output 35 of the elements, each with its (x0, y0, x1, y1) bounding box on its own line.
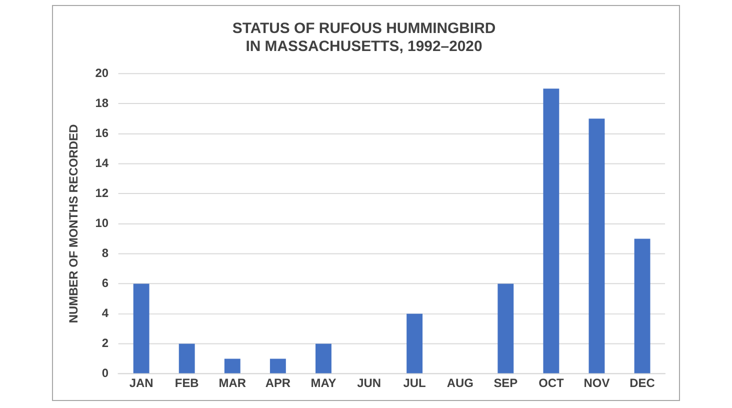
y-tick-label: 4 (102, 306, 109, 320)
y-tick-label: 18 (95, 96, 109, 110)
x-tick-label: DEC (630, 376, 656, 390)
chart-title: STATUS OF RUFOUS HUMMINGBIRD IN MASSACHUSETTS, 1992–2020 (232, 20, 496, 55)
y-tick-label: 20 (95, 66, 109, 80)
bar (316, 344, 332, 374)
x-tick-label: JAN (129, 376, 154, 390)
bar (634, 238, 650, 374)
bar (224, 358, 240, 374)
x-tick-label: JUN (357, 376, 381, 390)
bar (406, 314, 423, 374)
x-tick-label: MAY (310, 376, 336, 390)
y-axis-title: NUMBER OF MONTHS RECORDED (66, 124, 80, 324)
bar (270, 358, 286, 374)
bar (543, 88, 560, 374)
y-tick-label: 8 (102, 246, 109, 260)
bar (133, 284, 150, 374)
x-tick-label: JUL (403, 376, 426, 390)
x-tick-label: OCT (538, 376, 565, 390)
y-tick-label: 2 (102, 336, 109, 350)
x-tick-label: FEB (174, 376, 200, 390)
y-tick-label: 16 (95, 126, 109, 140)
y-tick-label: 0 (102, 366, 109, 380)
x-tick-label: NOV (584, 376, 610, 390)
y-tick-label: 10 (95, 216, 109, 230)
y-tick-label: 12 (95, 186, 109, 200)
y-tick-label: 6 (102, 276, 109, 290)
bar (588, 118, 605, 374)
x-tick-label: APR (265, 376, 291, 390)
bar (178, 344, 195, 374)
x-tick-label: MAR (218, 376, 246, 390)
bar (498, 284, 514, 374)
x-tick-label: SEP (494, 376, 518, 390)
x-tick-label: AUG (446, 376, 474, 390)
y-tick-label: 14 (95, 156, 109, 170)
